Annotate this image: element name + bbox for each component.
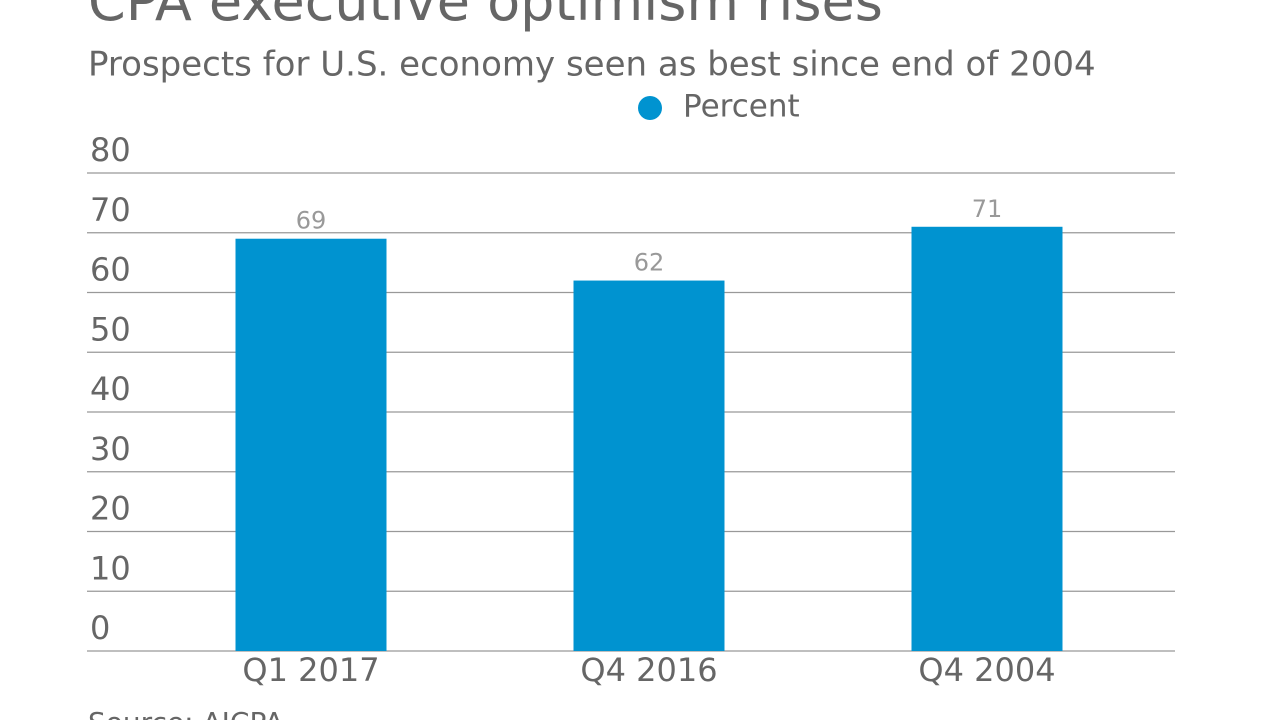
y-tick-label: 70 <box>90 191 131 229</box>
y-tick-label: 50 <box>90 310 131 348</box>
bar <box>573 280 725 651</box>
source-note: Source: AICPA <box>88 706 284 720</box>
y-tick-label: 0 <box>90 609 110 647</box>
legend-label: Percent <box>683 89 800 125</box>
value-label: 71 <box>972 195 1003 223</box>
legend-swatch <box>638 96 662 120</box>
y-tick-label: 80 <box>90 131 131 169</box>
value-label: 69 <box>296 207 327 235</box>
bar <box>235 238 387 651</box>
y-tick-label: 30 <box>90 430 131 468</box>
value-label: 62 <box>634 249 665 277</box>
y-tick-label: 40 <box>90 370 131 408</box>
bar <box>911 226 1063 651</box>
y-tick-label: 20 <box>90 490 131 528</box>
chart-title: CPA executive optimism rises <box>88 0 883 33</box>
x-tick-label: Q4 2004 <box>918 651 1055 689</box>
chart-subtitle: Prospects for U.S. economy seen as best … <box>88 45 1096 85</box>
y-tick-label: 60 <box>90 251 131 289</box>
y-tick-label: 10 <box>90 549 131 587</box>
x-tick-label: Q4 2016 <box>580 651 717 689</box>
x-tick-label: Q1 2017 <box>242 651 379 689</box>
